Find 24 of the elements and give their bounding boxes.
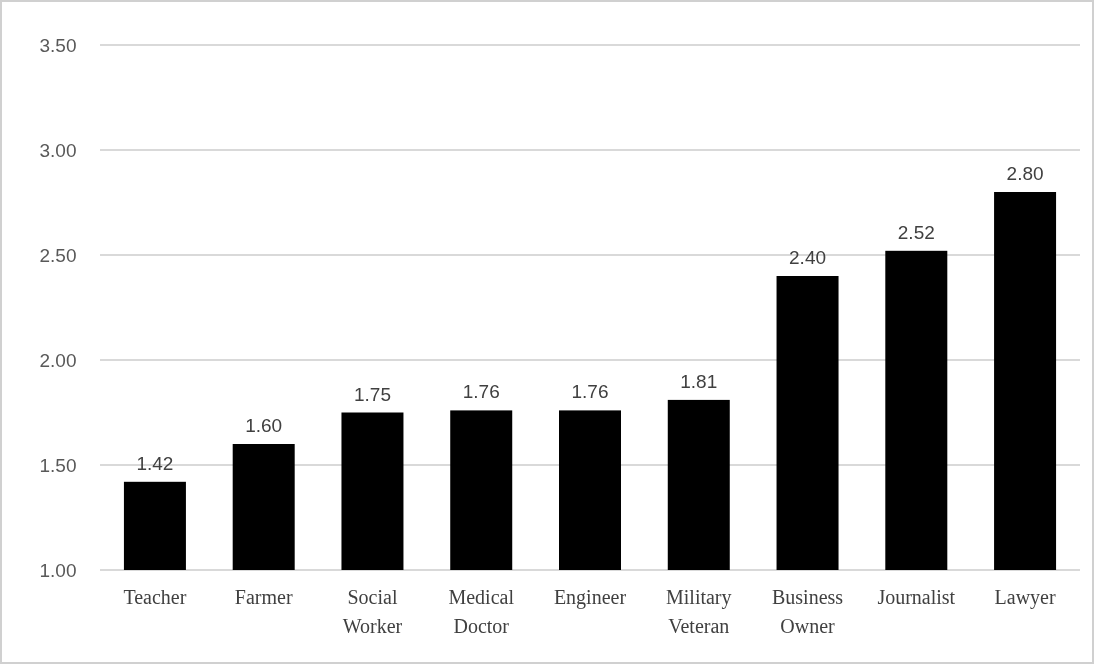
data-label: 1.60: [245, 415, 283, 436]
data-label: 1.81: [680, 370, 718, 392]
y-tick-label: 2.50: [39, 244, 77, 266]
x-tick-label: Social Worker: [342, 586, 403, 637]
y-tick-label: 2.00: [39, 349, 77, 371]
y-tick-label: 1.50: [39, 454, 77, 476]
x-tick-label: Teacher: [123, 586, 187, 608]
data-label: 2.80: [1006, 163, 1044, 184]
x-tick-label: Farmer: [234, 586, 293, 608]
data-label: 1.76: [462, 381, 500, 403]
data-label: 2.40: [789, 247, 827, 268]
x-tick-label: Medical Doctor: [448, 586, 515, 637]
x-tick-label: Lawyer: [994, 586, 1056, 609]
data-label: 1.42: [136, 452, 174, 474]
y-tick-label: 1.00: [39, 559, 77, 581]
x-tick-label: Engineer: [553, 586, 627, 609]
x-tick-label: Journalist: [877, 586, 956, 608]
data-label: 2.52: [897, 221, 935, 243]
x-tick-label: Business Owner: [771, 586, 844, 637]
y-tick-label: 3.50: [39, 34, 77, 56]
data-label: 1.75: [353, 383, 391, 405]
data-label: 1.76: [571, 381, 609, 403]
x-tick-label: Military Veteran: [665, 586, 732, 637]
y-tick-label: 3.00: [39, 139, 77, 161]
